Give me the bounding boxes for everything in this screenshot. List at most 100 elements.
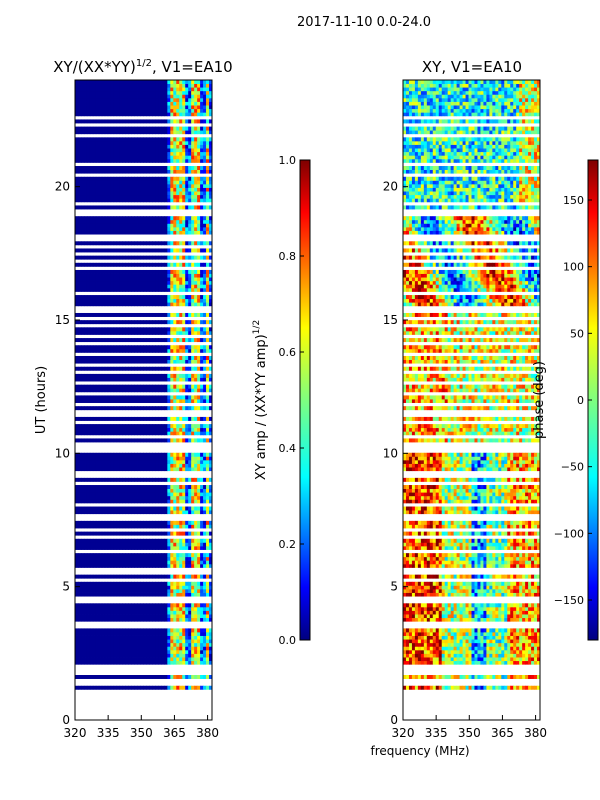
amplitude-cell — [140, 108, 144, 113]
amplitude-cell — [179, 130, 183, 135]
amplitude-cell — [104, 531, 109, 536]
amplitude-cell — [140, 642, 144, 647]
amplitude-cell — [194, 431, 198, 436]
amplitude-cell — [182, 277, 186, 282]
amplitude-cell — [194, 148, 198, 153]
amplitude-cell — [167, 510, 171, 515]
amplitude-cell — [119, 499, 124, 504]
amplitude-cell — [98, 119, 103, 124]
amplitude-cell — [83, 112, 88, 117]
amplitude-cell — [161, 273, 165, 278]
amplitude-cell — [161, 241, 165, 246]
amplitude-cell — [98, 176, 103, 181]
amplitude-cell — [191, 399, 195, 403]
amplitude-cell — [98, 130, 103, 135]
amplitude-cell — [191, 628, 195, 633]
amplitude-cell — [95, 241, 100, 246]
amplitude-cell — [176, 105, 180, 110]
amplitude-cell — [161, 219, 165, 224]
amplitude-cell — [152, 606, 156, 611]
amplitude-cell — [104, 273, 109, 278]
amplitude-cell — [161, 112, 165, 117]
amplitude-cell — [206, 388, 210, 393]
amplitude-cell — [80, 295, 85, 300]
amplitude-cell — [107, 176, 112, 181]
amplitude-cell — [83, 151, 88, 156]
amplitude-cell — [200, 510, 204, 515]
amplitude-cell — [206, 119, 210, 124]
amplitude-cell — [185, 463, 189, 468]
amplitude-cell — [173, 581, 177, 586]
amplitude-cell — [113, 553, 118, 558]
amplitude-cell — [122, 198, 127, 203]
amplitude-cell — [143, 542, 147, 547]
amplitude-cell — [146, 510, 150, 515]
amplitude-cell — [119, 180, 124, 185]
amplitude-cell — [185, 520, 189, 525]
amplitude-cell — [179, 635, 183, 640]
amplitude-cell — [185, 531, 189, 536]
amplitude-cell — [170, 295, 174, 300]
amplitude-cell — [161, 298, 165, 303]
amplitude-cell — [158, 355, 162, 360]
amplitude-cell — [200, 320, 204, 325]
amplitude-cell — [149, 191, 153, 196]
amplitude-cell — [173, 635, 177, 640]
amplitude-cell — [185, 148, 189, 153]
amplitude-cell — [98, 262, 103, 267]
amplitude-cell — [194, 312, 198, 317]
amplitude-cell — [197, 542, 201, 547]
amplitude-cell — [146, 685, 150, 690]
amplitude-cell — [110, 330, 115, 335]
amplitude-cell — [92, 176, 97, 181]
amplitude-cell — [92, 485, 97, 490]
amplitude-cell — [77, 130, 82, 135]
amplitude-cell — [104, 137, 109, 142]
amplitude-cell — [89, 248, 94, 253]
amplitude-cell — [158, 510, 162, 515]
amplitude-cell — [143, 456, 147, 461]
amplitude-cell — [86, 553, 91, 558]
amplitude-cell — [179, 262, 183, 267]
amplitude-cell — [89, 485, 94, 490]
amplitude-cell — [116, 248, 121, 253]
amplitude-cell — [119, 506, 124, 511]
amplitude-cell — [140, 614, 144, 619]
amplitude-cell — [113, 485, 118, 490]
amplitude-cell — [161, 485, 165, 490]
amplitude-cell — [185, 366, 189, 371]
amplitude-cell — [194, 463, 198, 468]
amplitude-cell — [143, 399, 147, 403]
amplitude-cell — [77, 151, 82, 156]
amplitude-cell — [185, 495, 189, 500]
amplitude-cell — [92, 588, 97, 593]
amplitude-cell — [95, 255, 100, 260]
amplitude-cell — [209, 320, 213, 325]
amplitude-cell — [161, 216, 165, 221]
amplitude-cell — [206, 287, 210, 292]
amplitude-cell — [164, 298, 168, 303]
amplitude-cell — [95, 148, 100, 153]
amplitude-cell — [116, 545, 121, 550]
amplitude-cell — [128, 431, 132, 436]
amplitude-cell — [158, 226, 162, 231]
amplitude-cell — [203, 560, 207, 565]
amplitude-cell — [164, 230, 168, 235]
amplitude-cell — [119, 488, 124, 493]
amplitude-cell — [155, 194, 159, 199]
amplitude-cell — [179, 219, 183, 224]
amplitude-cell — [101, 592, 106, 597]
amplitude-cell — [206, 284, 210, 289]
amplitude-cell — [143, 538, 147, 543]
amplitude-cell — [113, 119, 118, 124]
amplitude-cell — [170, 169, 174, 174]
amplitude-cell — [173, 373, 177, 378]
amplitude-cell — [92, 384, 97, 389]
amplitude-cell — [176, 467, 180, 472]
amplitude-cell — [182, 563, 186, 568]
amplitude-cell — [155, 151, 159, 156]
amplitude-cell — [119, 112, 124, 117]
amplitude-cell — [77, 219, 82, 224]
amplitude-cell — [182, 606, 186, 611]
amplitude-cell — [83, 399, 88, 403]
